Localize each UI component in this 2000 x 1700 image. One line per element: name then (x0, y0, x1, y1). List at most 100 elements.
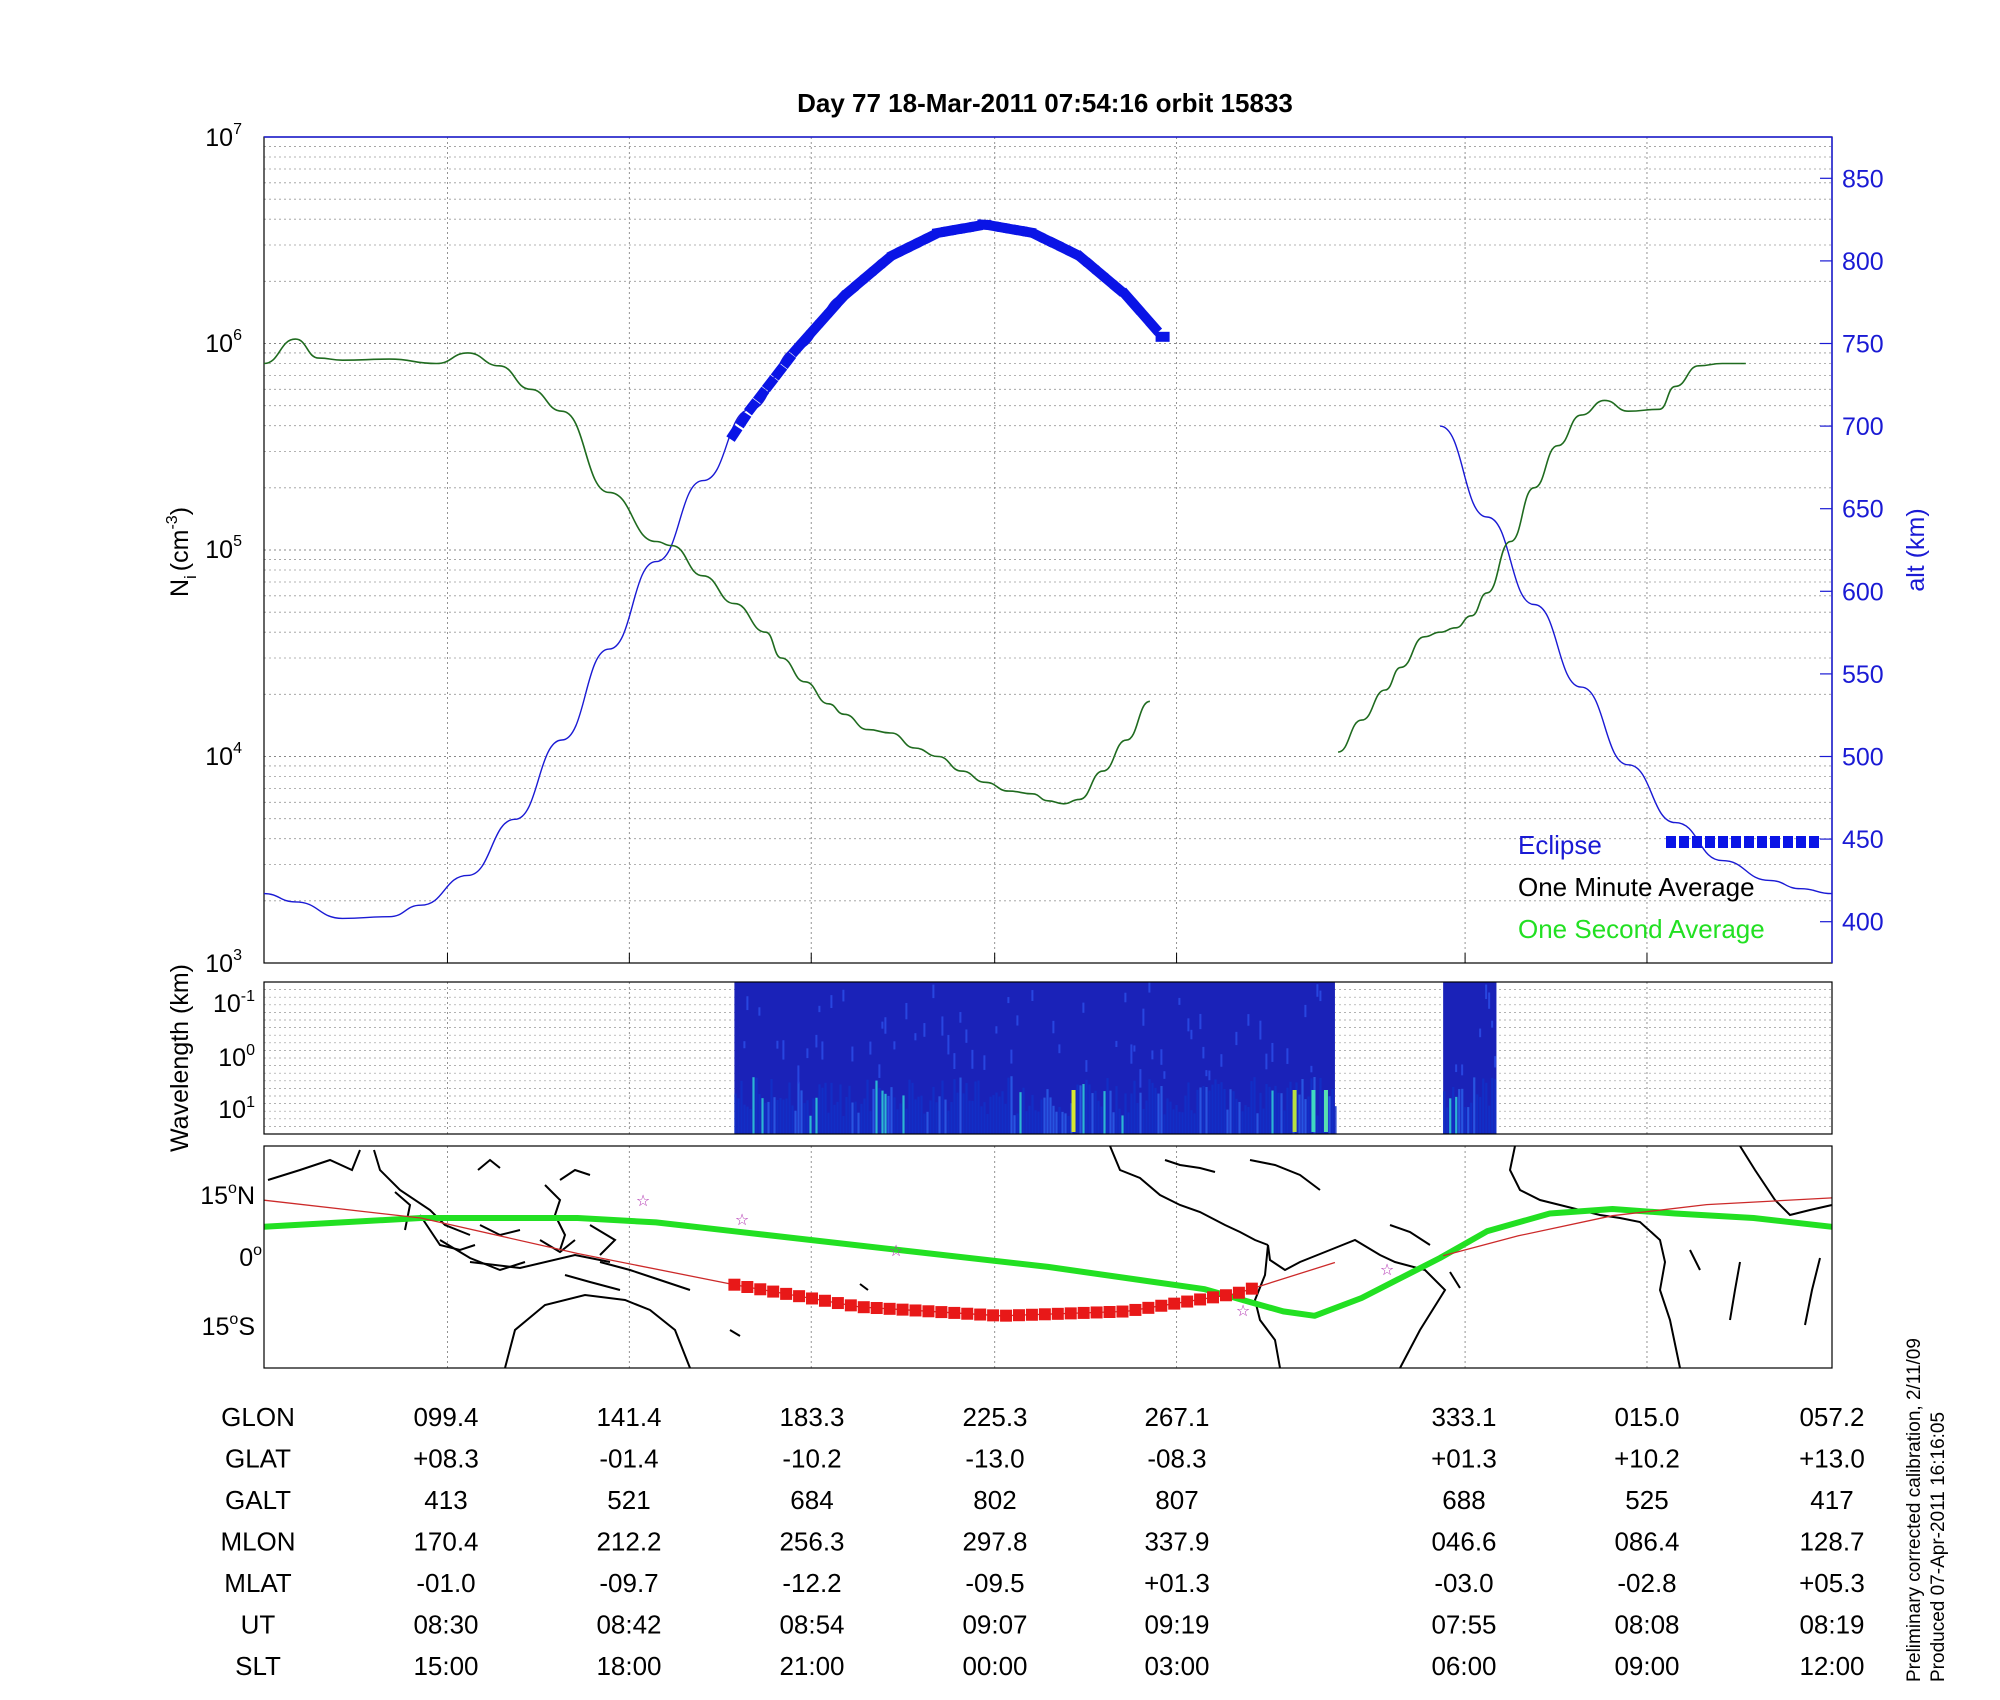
spectrogram-speck (830, 995, 833, 1009)
table-cell: -08.3 (1147, 1444, 1206, 1474)
spectrogram-stripe (986, 1113, 989, 1134)
table-cell: 09:19 (1144, 1610, 1209, 1640)
table-cell: 170.4 (413, 1527, 478, 1557)
spectrogram-stripe (800, 1090, 803, 1134)
spectrogram-speck (1163, 1071, 1166, 1079)
map-lat-0: 0o (239, 1242, 262, 1272)
table-row-label: UT (241, 1610, 276, 1640)
eclipse-track-marker (1077, 1306, 1090, 1319)
eclipse-track-marker (754, 1283, 767, 1296)
table-cell: 684 (790, 1485, 833, 1515)
spectrogram-stripe (1331, 1088, 1334, 1134)
spectrogram-stripe (1208, 1090, 1211, 1134)
spectrogram-speck (1208, 1070, 1211, 1081)
spectrogram-speck (1139, 1069, 1142, 1088)
spectrogram-stripe (839, 1084, 842, 1134)
spectrogram-stripe (983, 1102, 986, 1134)
spectrogram-stripe (881, 1090, 884, 1134)
spectrogram-stripe (1019, 1092, 1022, 1134)
magnetic-equator (263, 1206, 1833, 1319)
eclipse-track-marker (1142, 1301, 1155, 1314)
spectrogram-speck (1265, 1053, 1268, 1070)
table-cell: -09.5 (965, 1568, 1024, 1598)
spectrogram-speck (1491, 1020, 1494, 1028)
spectrogram-stripe (1461, 1088, 1464, 1134)
spectrogram-stripe (1449, 1098, 1452, 1134)
spectrogram-stripe (1166, 1098, 1169, 1134)
spectrogram-stripe (878, 1087, 881, 1134)
spectrogram-speck (914, 1033, 917, 1041)
spectrogram-stripe (1458, 1089, 1461, 1134)
spectrogram-stripe (791, 1105, 794, 1134)
spectrogram-stripe (1160, 1085, 1163, 1134)
eclipse-track-marker (1103, 1305, 1116, 1318)
spectrogram-speck (1010, 1049, 1013, 1064)
eclipse-marker (726, 424, 743, 442)
eclipse-track-marker (1012, 1309, 1025, 1322)
coast-islands (477, 1158, 591, 1181)
spectrogram-stripe (1271, 1090, 1274, 1134)
spectrogram-stripe (1488, 1105, 1491, 1134)
spectrogram-stripe (869, 1111, 872, 1134)
spectrogram-speck (1052, 1020, 1055, 1034)
legend-eclipse-mark (1666, 836, 1676, 848)
spectrogram-stripe (1076, 1084, 1079, 1134)
spectrogram-speck (797, 1065, 800, 1084)
table-cell: 03:00 (1144, 1651, 1209, 1681)
coast-central-america (1109, 1145, 1269, 1246)
spectrogram-speck (851, 1046, 854, 1062)
spectrogram-stripe (1175, 1104, 1178, 1134)
spectrogram-stripe (1274, 1085, 1277, 1134)
spectrogram-stripe (1467, 1107, 1470, 1134)
star-marker: ☆ (636, 1191, 650, 1210)
density-line (263, 338, 1746, 805)
spectrogram-speck (1187, 1018, 1190, 1032)
spectrogram-speck (1124, 992, 1127, 1003)
spectrogram-speck (995, 1026, 998, 1034)
spectrogram-stripe (1103, 1091, 1106, 1134)
spectrogram-stripe (809, 1115, 812, 1134)
eclipse-track-marker (1000, 1309, 1013, 1322)
table-cell: 09:00 (1614, 1651, 1679, 1681)
spectrogram-stripe (1479, 1096, 1482, 1134)
wavelength-ylabel: Wavelength (km) (166, 964, 194, 1152)
spectrogram-stripe (1136, 1102, 1139, 1134)
spectrogram-speck (1205, 1070, 1208, 1077)
eclipse-marker (815, 310, 832, 328)
spectrogram-stripe (1443, 1091, 1446, 1134)
table-cell: -01.0 (416, 1568, 475, 1598)
spectrogram-stripe (932, 1086, 935, 1134)
spectrogram-stripe (1196, 1089, 1199, 1134)
spectrogram-speck (1082, 1002, 1085, 1013)
spectrogram-stripe (857, 1112, 860, 1134)
spectrogram-stripe (995, 1092, 998, 1134)
legend-second-label: One Second Average (1518, 914, 1765, 944)
spectrogram-feature (1292, 1090, 1297, 1132)
spectrogram-stripe (1061, 1111, 1064, 1134)
spectrogram-stripe (1043, 1097, 1046, 1134)
spectrogram-stripe (1055, 1111, 1058, 1134)
table-cell: 07:55 (1431, 1610, 1496, 1640)
spectrogram-speck (1016, 1015, 1019, 1026)
spectrogram-stripe (1109, 1090, 1112, 1134)
spectrogram-stripe (911, 1082, 914, 1134)
alt-tick-label: 600 (1842, 578, 1884, 606)
density-segment (263, 338, 1151, 805)
eclipse-marker (1155, 331, 1170, 342)
table-cell: +08.3 (413, 1444, 479, 1474)
eclipse-marker (806, 320, 824, 338)
spectrogram-feature (1323, 1090, 1328, 1132)
spectrogram-stripe (1202, 1085, 1205, 1134)
spectrogram-stripe (1145, 1100, 1148, 1134)
spectrogram-stripe (1088, 1084, 1091, 1134)
table-row-label: GLAT (225, 1444, 291, 1474)
eclipse-track-marker (974, 1308, 987, 1321)
spectrogram-stripe (1247, 1106, 1250, 1134)
spectrogram-stripe (902, 1095, 905, 1134)
spectrogram-stripe (1304, 1099, 1307, 1134)
spectrogram-speck (1235, 1031, 1238, 1046)
density-ylabel: Ni(cm-3) (164, 507, 200, 597)
alt-tick-label: 750 (1842, 331, 1884, 359)
spectrogram-speck (815, 1034, 818, 1048)
coast-south-america-east (1267, 1238, 1447, 1369)
